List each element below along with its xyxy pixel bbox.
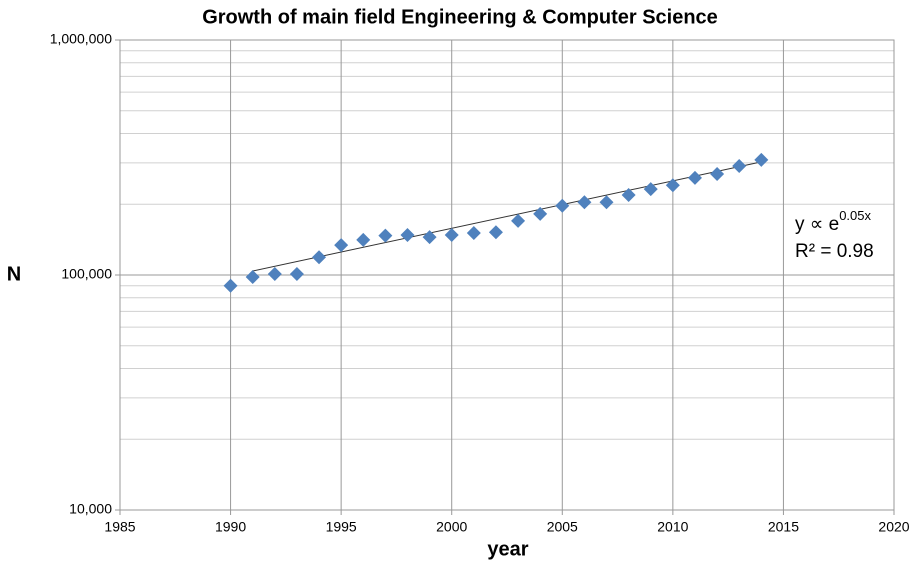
data-point	[621, 187, 636, 202]
data-point	[422, 230, 437, 245]
data-point	[400, 227, 415, 242]
data-point	[687, 170, 702, 185]
data-point	[267, 266, 282, 281]
y-tick-label: 10,000	[69, 501, 112, 517]
data-point	[665, 178, 680, 193]
y-tick-label: 100,000	[61, 266, 112, 282]
x-tick-label: 2015	[768, 519, 799, 535]
annotation: y ∝ e0.05x	[795, 208, 872, 235]
annotation-superscript: 0.05x	[839, 208, 871, 223]
data-point	[599, 195, 614, 210]
y-axis-label: N	[7, 263, 21, 285]
data-point	[223, 278, 238, 293]
x-tick-label: 1985	[104, 519, 135, 535]
chart-title: Growth of main field Engineering & Compu…	[202, 6, 718, 28]
data-point	[577, 195, 592, 210]
data-point	[312, 250, 327, 265]
data-point	[511, 213, 526, 228]
x-tick-label: 2010	[657, 519, 688, 535]
annotation-r2: R² = 0.98	[795, 241, 874, 262]
x-tick-label: 2020	[878, 519, 909, 535]
data-point	[289, 266, 304, 281]
data-point	[356, 232, 371, 247]
data-point	[466, 225, 481, 240]
data-point	[533, 206, 548, 221]
data-point	[555, 198, 570, 213]
data-point	[334, 238, 349, 253]
annotation-text: y ∝ e	[795, 214, 839, 235]
data-point	[643, 182, 658, 197]
x-tick-label: 2000	[436, 519, 467, 535]
trendline	[252, 161, 762, 272]
data-point	[710, 167, 725, 182]
data-point	[444, 227, 459, 242]
data-point	[245, 270, 260, 285]
data-point	[754, 152, 769, 167]
x-tick-label: 2005	[547, 519, 578, 535]
x-tick-label: 1990	[215, 519, 246, 535]
x-axis-label: year	[487, 538, 528, 560]
data-point	[488, 225, 503, 240]
data-point	[378, 228, 393, 243]
y-tick-label: 1,000,000	[50, 31, 112, 47]
x-tick-label: 1995	[326, 519, 357, 535]
data-point	[732, 158, 747, 173]
